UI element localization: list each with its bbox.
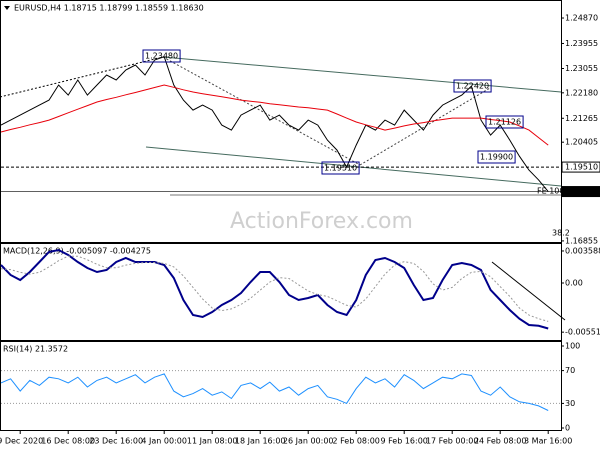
price-box	[561, 161, 600, 173]
x-tick-label: 9 Feb 16:00	[380, 437, 427, 446]
y-tick-label: 1.16855	[565, 236, 598, 245]
price-box-label: 1.19510	[565, 163, 598, 172]
y-tick-label: 1.21265	[565, 114, 598, 123]
annotation-box	[485, 115, 524, 129]
channel-line	[162, 56, 562, 93]
annotation-box	[453, 79, 492, 93]
x-tick-label: 4 Jan 00:00	[141, 437, 187, 446]
annotation-box	[477, 150, 516, 164]
series-line	[0, 373, 549, 411]
trend-line	[162, 56, 361, 166]
x-tick-label: 16 Dec 08:00	[41, 437, 95, 446]
series-line	[0, 248, 549, 330]
annotation: 38.2	[552, 229, 570, 238]
y-tick-label: 30	[565, 399, 575, 408]
x-tick-label: 3 Mar 16:00	[524, 437, 572, 446]
x-tick-label: 17 Feb 00:00	[426, 437, 478, 446]
y-tick-label: 1.24870	[565, 14, 598, 23]
y-tick-label: 1.23955	[565, 39, 598, 48]
x-tick-label: 23 Dec 16:00	[89, 437, 143, 446]
menu-arrow	[4, 6, 10, 10]
chart-title: EURUSD,H4 1.18715 1.18799 1.18559 1.1863…	[14, 4, 204, 13]
panel-frame	[0, 243, 562, 341]
panel-frame	[0, 341, 562, 431]
price-box-label: 1.18630	[565, 187, 598, 196]
watermark: ActionForex.com	[230, 209, 413, 234]
y-tick-label: 0.003588	[565, 246, 600, 255]
panel-frame	[0, 0, 562, 243]
annotation: 1.23480	[145, 52, 178, 61]
annotation: 1.19510	[324, 164, 357, 173]
annotation-box	[321, 161, 360, 175]
y-tick-label: 1.20405	[565, 138, 598, 147]
x-tick-label: 24 Feb 08:00	[474, 437, 526, 446]
series-line	[0, 56, 549, 192]
y-tick-label: 0.00	[565, 278, 583, 287]
x-tick-label: 26 Jan 00:00	[283, 437, 334, 446]
x-tick-label: 18 Jan 16:00	[235, 437, 286, 446]
rsi-title: RSI(14) 21.3572	[3, 345, 68, 354]
price-box	[561, 186, 600, 198]
y-tick-label: 70	[565, 366, 575, 375]
channel-line	[145, 146, 562, 187]
macd-title: MACD(12,26,9) -0.005097 -0.004275	[3, 247, 151, 256]
trend-line	[359, 87, 491, 166]
y-tick-label: 100	[565, 342, 580, 351]
annotation: 1.21126	[488, 118, 521, 127]
annotation: 1.22420	[456, 82, 489, 91]
y-tick-label: 1.23055	[565, 64, 598, 73]
x-tick-label: 11 Jan 08:00	[187, 437, 238, 446]
y-tick-label: 0	[565, 424, 570, 433]
y-tick-label: 1.22180	[565, 88, 598, 97]
annotation-box	[142, 49, 181, 63]
macd-trend-line	[491, 261, 566, 321]
series-line	[0, 255, 549, 322]
series-line	[0, 84, 549, 146]
annotation: FE 100.0	[537, 187, 572, 196]
x-tick-label: 9 Dec 2020	[0, 437, 43, 446]
annotation: 1.19900	[480, 153, 513, 162]
x-tick-label: 2 Feb 08:00	[332, 437, 379, 446]
